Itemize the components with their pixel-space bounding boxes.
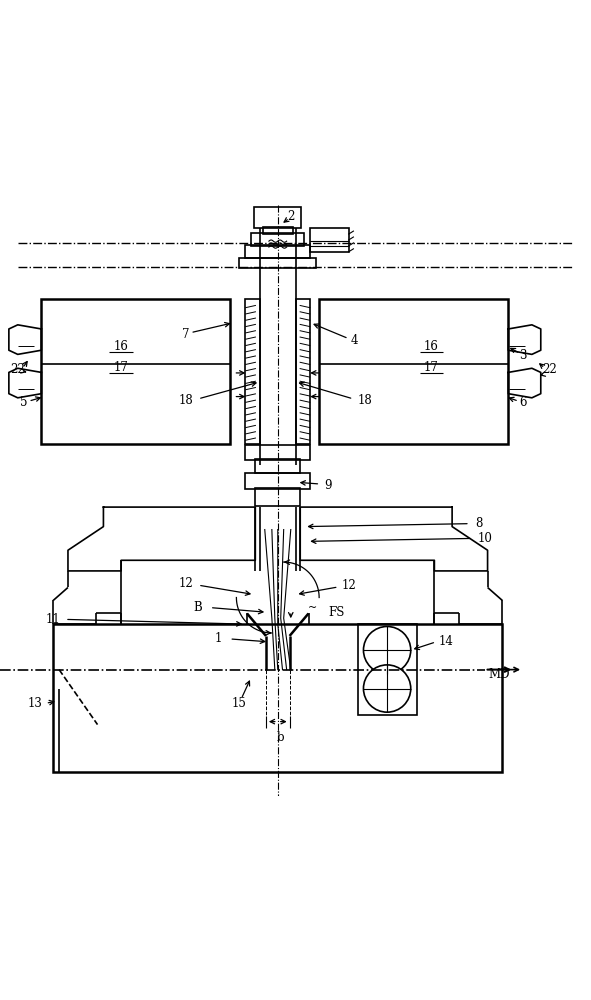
Text: 7: 7	[183, 328, 190, 341]
Bar	[254, 207, 301, 228]
Text: 8: 8	[475, 517, 482, 530]
Text: 13: 13	[28, 697, 43, 710]
Text: 1: 1	[215, 632, 222, 645]
Text: 17: 17	[424, 361, 439, 374]
Bar	[245, 473, 310, 489]
Bar	[263, 227, 293, 234]
Text: 10: 10	[477, 532, 492, 545]
Bar	[53, 624, 502, 772]
Text: 22: 22	[11, 363, 25, 376]
Text: 12: 12	[342, 579, 356, 592]
Bar	[255, 459, 300, 473]
Text: 6: 6	[519, 396, 527, 409]
Bar	[251, 233, 304, 246]
Text: B: B	[194, 601, 202, 614]
Text: 17: 17	[113, 361, 129, 374]
Bar	[239, 258, 316, 268]
Text: 12: 12	[179, 577, 193, 590]
Text: 9: 9	[324, 479, 332, 492]
Text: 3: 3	[519, 349, 527, 362]
Text: 2: 2	[287, 210, 294, 223]
Bar	[245, 245, 310, 258]
Bar	[296, 299, 310, 444]
Text: 5: 5	[20, 396, 27, 409]
Text: FS: FS	[329, 606, 345, 619]
Text: MD: MD	[489, 668, 510, 681]
Bar	[310, 228, 349, 252]
Bar	[358, 624, 417, 715]
Text: 11: 11	[46, 613, 60, 626]
Text: 22: 22	[543, 363, 557, 376]
Bar	[319, 299, 508, 444]
Text: 16: 16	[113, 340, 129, 353]
Bar	[245, 299, 260, 444]
Text: 14: 14	[439, 635, 454, 648]
Text: 18: 18	[358, 394, 372, 407]
Text: 4: 4	[351, 334, 358, 347]
Bar	[255, 488, 300, 506]
Bar	[245, 445, 310, 460]
Text: b: b	[277, 731, 284, 744]
Circle shape	[363, 665, 411, 712]
Text: ~: ~	[307, 603, 317, 613]
Bar	[41, 299, 230, 444]
Text: 15: 15	[232, 697, 247, 710]
Text: 16: 16	[424, 340, 439, 353]
Text: 18: 18	[179, 394, 193, 407]
Circle shape	[363, 626, 411, 674]
